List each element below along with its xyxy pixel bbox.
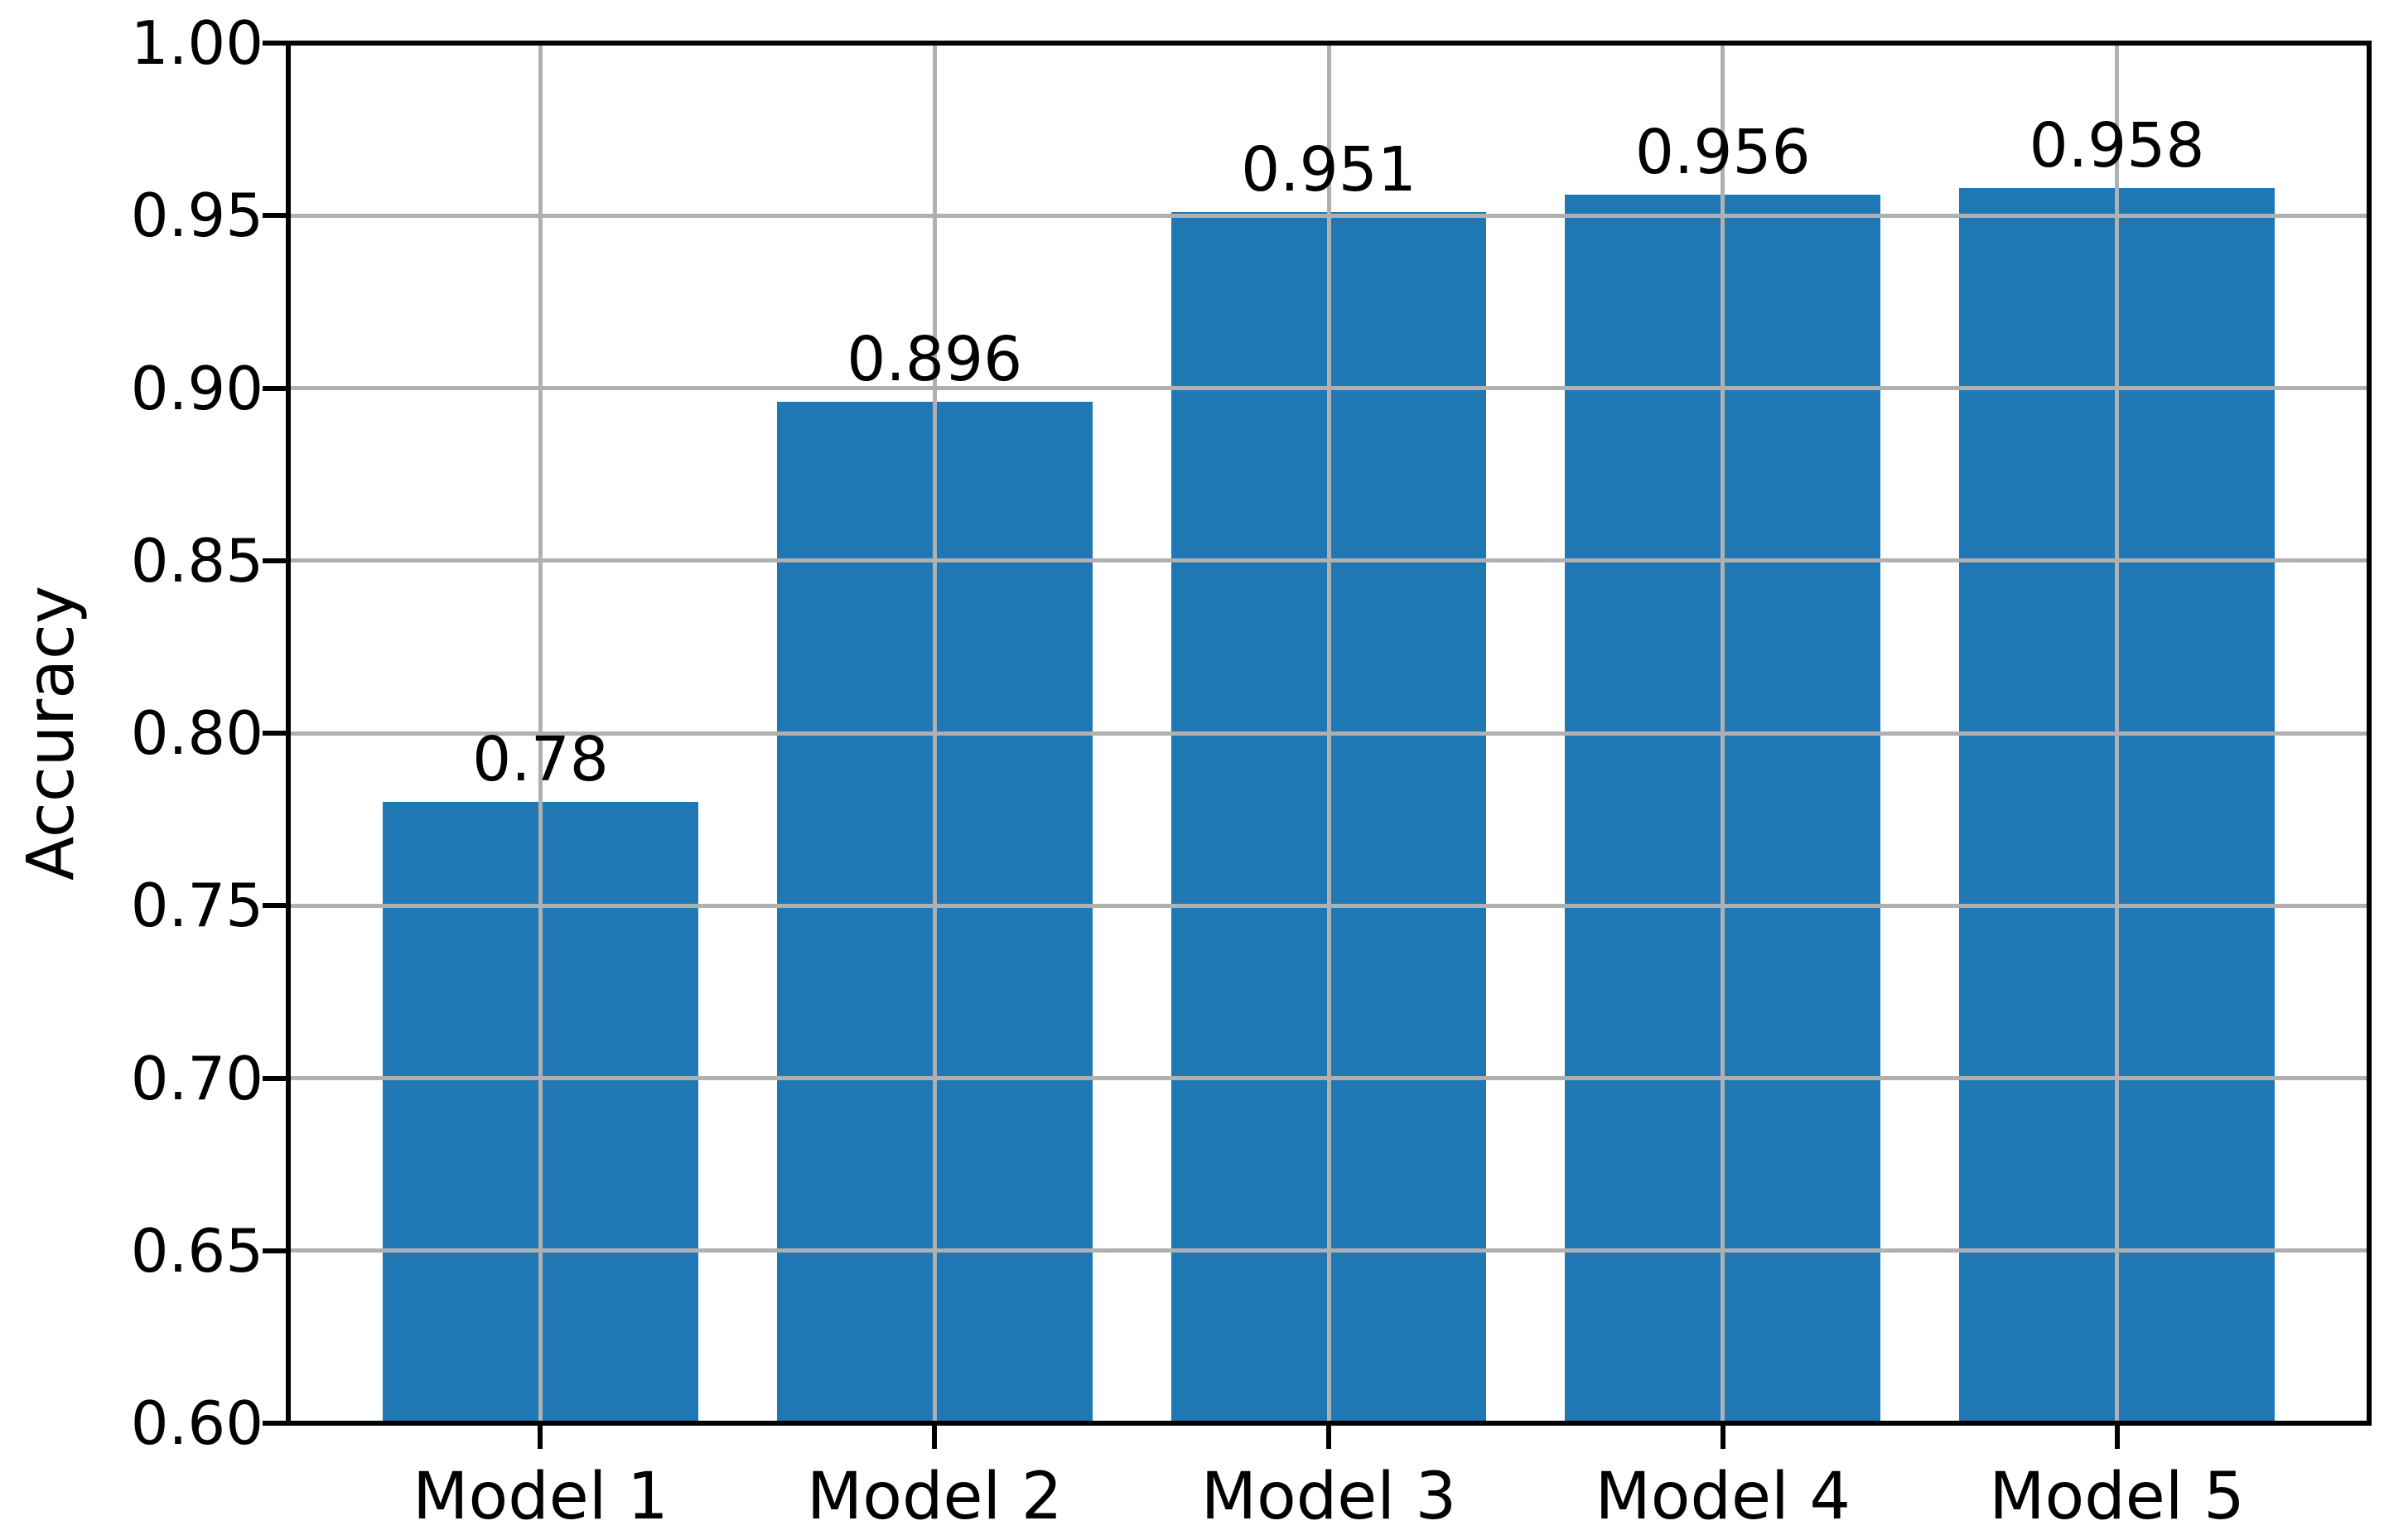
y-tick-label: 0.60 xyxy=(130,1388,263,1458)
y-tick-mark xyxy=(263,385,286,391)
y-tick-mark xyxy=(263,41,286,46)
y-tick-mark xyxy=(263,1075,286,1081)
y-tick-label: 0.85 xyxy=(130,525,263,596)
y-tick-mark xyxy=(263,1248,286,1253)
y-tick-mark xyxy=(263,903,286,909)
x-tick-label: Model 4 xyxy=(1595,1460,1851,1534)
v-gridline xyxy=(538,43,543,1423)
x-tick-mark xyxy=(1720,1426,1725,1449)
y-tick-mark xyxy=(263,213,286,219)
plot-area xyxy=(286,41,2372,1426)
v-gridline xyxy=(1326,43,1331,1423)
x-tick-label: Model 3 xyxy=(1200,1460,1457,1534)
y-tick-label: 0.95 xyxy=(130,181,263,251)
y-tick-label: 0.70 xyxy=(130,1043,263,1113)
bar-value-label: 0.951 xyxy=(1241,134,1417,206)
v-gridline xyxy=(2115,43,2119,1423)
axis-spine-left xyxy=(286,41,291,1426)
y-tick-mark xyxy=(263,558,286,563)
x-tick-mark xyxy=(2114,1426,2120,1449)
axis-spine-right xyxy=(2367,41,2372,1426)
bar-value-label: 0.78 xyxy=(472,724,609,796)
y-tick-label: 0.90 xyxy=(130,353,263,423)
x-tick-label: Model 1 xyxy=(413,1460,668,1534)
x-tick-label: Model 5 xyxy=(1989,1460,2245,1534)
bar-value-label: 0.956 xyxy=(1634,117,1811,189)
y-tick-label: 0.80 xyxy=(130,698,263,768)
y-tick-label: 0.65 xyxy=(130,1215,263,1286)
x-tick-mark xyxy=(1326,1426,1331,1449)
v-gridline xyxy=(1721,43,1725,1423)
y-tick-label: 1.00 xyxy=(130,8,263,78)
x-tick-mark xyxy=(538,1426,543,1449)
y-tick-label: 0.75 xyxy=(130,871,263,941)
x-tick-mark xyxy=(932,1426,938,1449)
bar-value-label: 0.958 xyxy=(2029,109,2205,181)
x-tick-label: Model 2 xyxy=(806,1460,1063,1534)
y-tick-mark xyxy=(263,1421,286,1426)
bar-value-label: 0.896 xyxy=(847,324,1023,396)
v-gridline xyxy=(932,43,937,1423)
y-tick-mark xyxy=(263,731,286,736)
axis-spine-bottom xyxy=(286,1421,2372,1426)
axis-spine-top xyxy=(286,41,2372,46)
